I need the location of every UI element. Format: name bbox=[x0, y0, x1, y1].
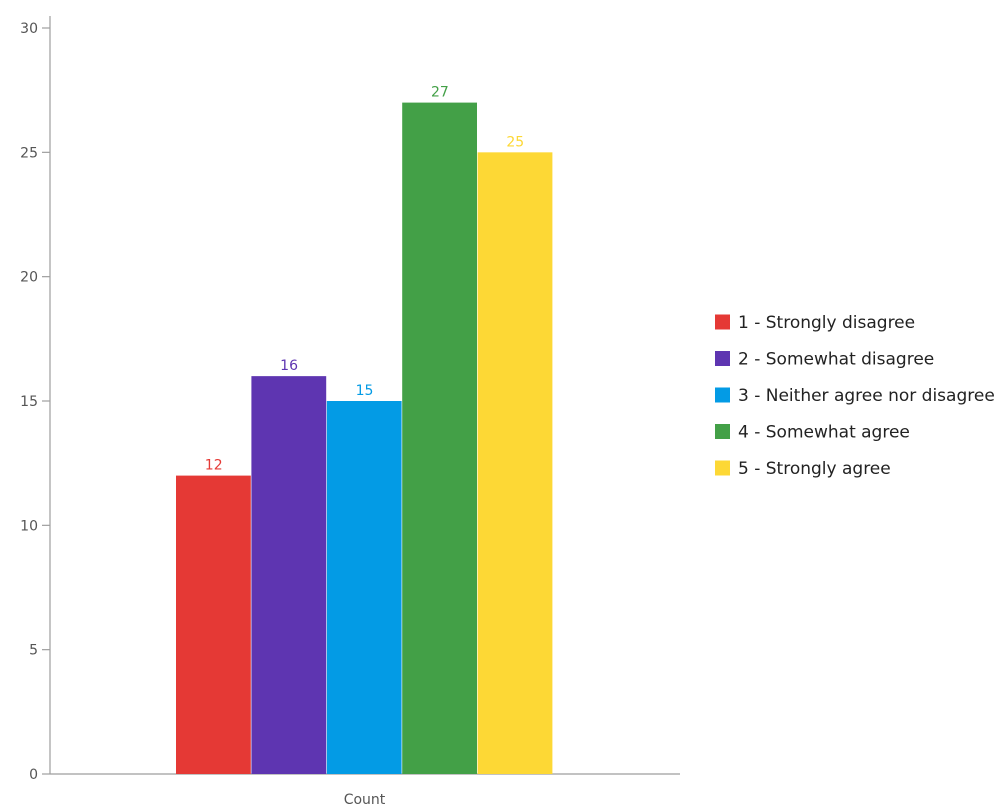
legend-swatch bbox=[715, 424, 730, 439]
data-label: 15 bbox=[356, 383, 374, 399]
legend-item[interactable]: 5 - Strongly agree bbox=[715, 459, 891, 479]
x-tick-label: Count bbox=[344, 792, 386, 808]
bars bbox=[176, 102, 553, 775]
legend-item[interactable]: 2 - Somewhat disagree bbox=[715, 350, 934, 370]
legend-item[interactable]: 1 - Strongly disagree bbox=[715, 313, 915, 333]
legend-label: 1 - Strongly disagree bbox=[738, 313, 915, 333]
y-tick-label: 5 bbox=[29, 643, 38, 659]
legend-label: 3 - Neither agree nor disagree bbox=[738, 386, 995, 406]
data-label: 25 bbox=[506, 134, 524, 150]
bar[interactable] bbox=[477, 152, 553, 775]
y-tick-label: 0 bbox=[29, 767, 38, 783]
data-labels: 12 16 15 27 25 bbox=[205, 85, 524, 474]
legend-swatch bbox=[715, 314, 730, 330]
legend-label: 5 - Strongly agree bbox=[738, 459, 891, 479]
bar[interactable] bbox=[251, 376, 327, 774]
data-label: 12 bbox=[205, 458, 223, 474]
y-tick-label: 25 bbox=[20, 145, 38, 161]
bar[interactable] bbox=[326, 401, 402, 774]
y-tick-label: 15 bbox=[20, 394, 38, 410]
y-tick-label: 10 bbox=[20, 518, 38, 534]
legend-swatch bbox=[715, 460, 730, 476]
legend-item[interactable]: 4 - Somewhat agree bbox=[715, 423, 910, 443]
legend-swatch bbox=[715, 387, 730, 403]
legend-label: 4 - Somewhat agree bbox=[738, 423, 910, 443]
bar[interactable] bbox=[402, 102, 477, 775]
y-axis: 0 5 10 15 20 25 30 bbox=[20, 16, 51, 783]
y-tick-label: 20 bbox=[20, 270, 38, 286]
legend-swatch bbox=[715, 351, 730, 366]
legend[interactable]: 1 - Strongly disagree 2 - Somewhat disagr… bbox=[715, 313, 995, 479]
x-axis: Count bbox=[50, 773, 680, 808]
legend-item[interactable]: 3 - Neither agree nor disagree bbox=[715, 386, 995, 406]
data-label: 16 bbox=[280, 358, 298, 374]
y-tick-label: 30 bbox=[20, 21, 38, 37]
legend-label: 2 - Somewhat disagree bbox=[738, 350, 934, 370]
data-label: 27 bbox=[431, 85, 449, 101]
bar[interactable] bbox=[176, 475, 251, 774]
